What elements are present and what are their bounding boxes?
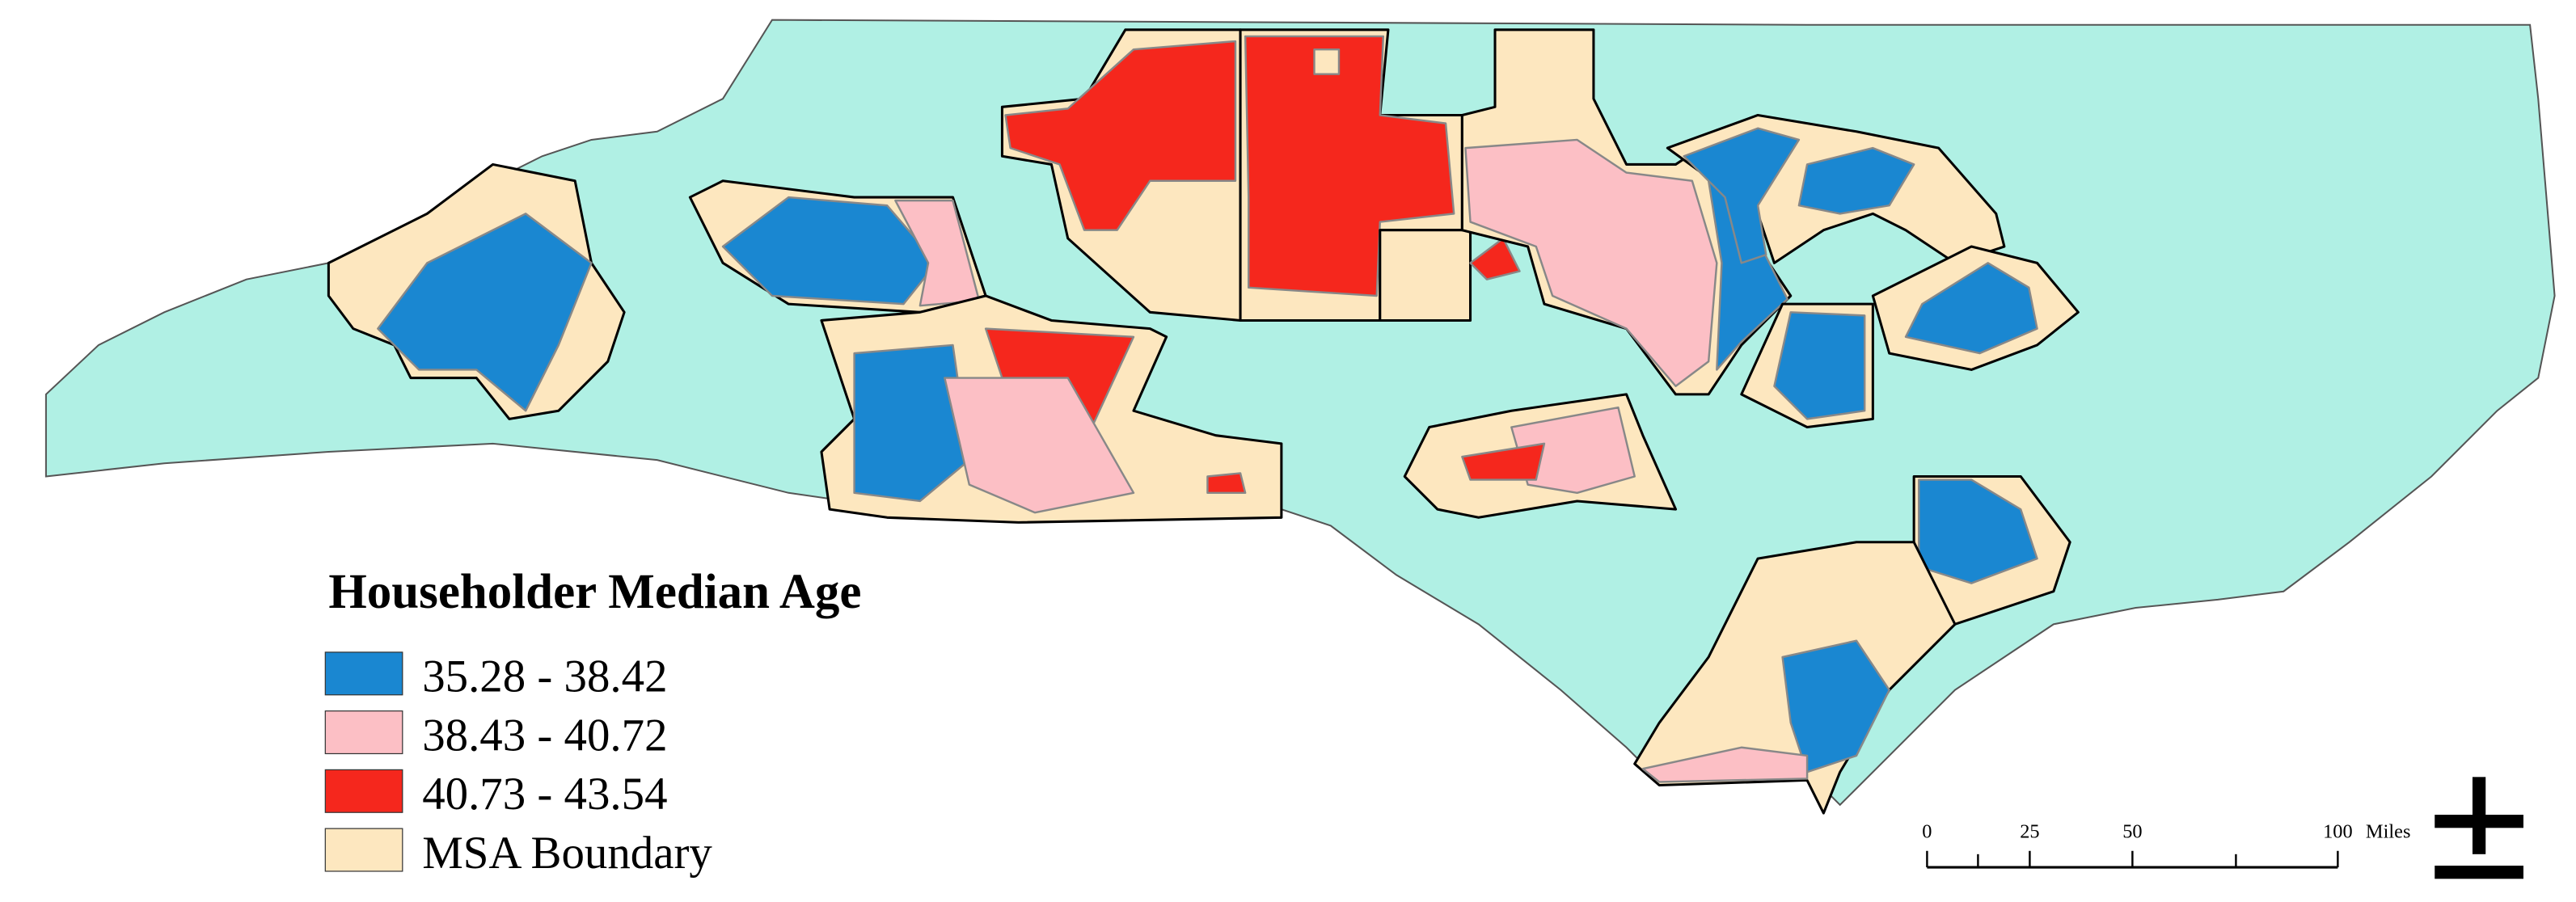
north-arrow-base — [2435, 866, 2523, 879]
north-arrow — [2435, 777, 2523, 879]
legend-label: MSA Boundary — [422, 828, 712, 879]
legend-swatch — [324, 769, 403, 813]
scale-tick-label: 25 — [2020, 821, 2039, 843]
legend-label: 40.73 - 43.54 — [422, 769, 667, 820]
region — [1904, 262, 2038, 355]
legend-title: Householder Median Age — [328, 565, 861, 619]
legend-swatch — [324, 651, 403, 696]
region — [1781, 639, 1890, 773]
region — [1683, 127, 1801, 264]
region — [1464, 138, 1718, 387]
region — [1244, 35, 1455, 297]
region — [1797, 146, 1915, 215]
legend: Householder Median Age 35.28 - 38.42 38.4… — [324, 565, 861, 879]
region — [1641, 746, 1809, 783]
region — [1004, 40, 1237, 231]
scale-bar: Miles 0 25 50 100 — [1922, 821, 2411, 869]
region — [944, 377, 1135, 514]
legend-label: 38.43 - 40.72 — [422, 710, 667, 761]
region — [377, 213, 593, 412]
region — [1469, 237, 1521, 280]
region — [1206, 472, 1247, 495]
msa — [1379, 229, 1472, 322]
region — [853, 344, 971, 503]
north-arrow-bar — [2435, 815, 2523, 828]
legend-label: 35.28 - 38.42 — [422, 651, 667, 702]
region — [1461, 442, 1546, 481]
scale-unit: Miles — [2366, 821, 2411, 843]
region — [1773, 311, 1866, 420]
msa-areas — [327, 28, 2080, 815]
legend-swatch — [324, 710, 403, 755]
legend-swatch — [324, 828, 403, 872]
scale-tick-label: 0 — [1922, 821, 1932, 843]
region — [1313, 48, 1341, 75]
scale-tick-label: 100 — [2323, 821, 2353, 843]
scale-tick-label: 50 — [2122, 821, 2142, 843]
region — [894, 199, 981, 307]
